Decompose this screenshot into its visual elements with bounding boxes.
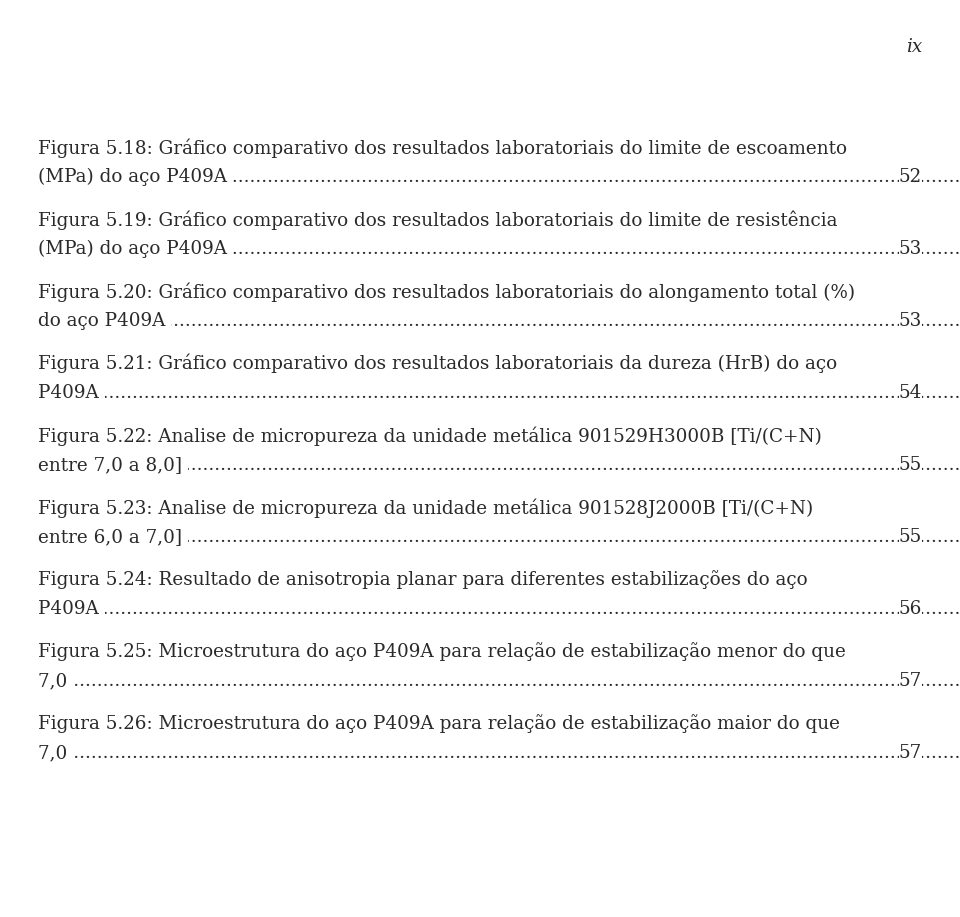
Text: ................................................................................: ........................................… xyxy=(38,168,960,186)
Text: (MPa) do aço P409A: (MPa) do aço P409A xyxy=(38,240,233,259)
Text: Figura 5.20: Gráfico comparativo dos resultados laboratoriais do alongamento tot: Figura 5.20: Gráfico comparativo dos res… xyxy=(38,282,855,302)
Text: 7,0: 7,0 xyxy=(38,672,73,690)
Text: 7,0: 7,0 xyxy=(38,744,73,762)
Text: (MPa) do aço P409A: (MPa) do aço P409A xyxy=(38,168,233,186)
Text: ................................................................................: ........................................… xyxy=(38,456,960,474)
Text: ................................................................................: ........................................… xyxy=(38,312,960,330)
Text: ................................................................................: ........................................… xyxy=(38,384,960,402)
Text: Figura 5.19: Gráfico comparativo dos resultados laboratoriais do limite de resis: Figura 5.19: Gráfico comparativo dos res… xyxy=(38,210,837,229)
Text: ................................................................................: ........................................… xyxy=(38,744,960,762)
Text: Figura 5.22: Analise de micropureza da unidade metálica 901529H3000B [Ti/(C+N): Figura 5.22: Analise de micropureza da u… xyxy=(38,426,822,446)
Text: 54: 54 xyxy=(899,384,922,402)
Text: 56: 56 xyxy=(899,600,922,618)
Text: 57: 57 xyxy=(899,672,922,690)
Text: Figura 5.18: Gráfico comparativo dos resultados laboratoriais do limite de escoa: Figura 5.18: Gráfico comparativo dos res… xyxy=(38,138,847,158)
Text: Figura 5.26: Microestrutura do aço P409A para relação de estabilização maior do : Figura 5.26: Microestrutura do aço P409A… xyxy=(38,714,840,733)
Text: ................................................................................: ........................................… xyxy=(38,672,960,690)
Text: ................................................................................: ........................................… xyxy=(38,240,960,258)
Text: entre 6,0 a 7,0]: entre 6,0 a 7,0] xyxy=(38,528,188,546)
Text: 52: 52 xyxy=(899,168,922,186)
Text: ix: ix xyxy=(905,38,922,56)
Text: 55: 55 xyxy=(899,528,922,546)
Text: P409A: P409A xyxy=(38,600,105,618)
Text: do aço P409A: do aço P409A xyxy=(38,312,171,330)
Text: entre 7,0 a 8,0]: entre 7,0 a 8,0] xyxy=(38,456,188,474)
Text: 53: 53 xyxy=(899,312,922,330)
Text: Figura 5.25: Microestrutura do aço P409A para relação de estabilização menor do : Figura 5.25: Microestrutura do aço P409A… xyxy=(38,642,846,661)
Text: Figura 5.23: Analise de micropureza da unidade metálica 901528J2000B [Ti/(C+N): Figura 5.23: Analise de micropureza da u… xyxy=(38,498,813,517)
Text: 57: 57 xyxy=(899,744,922,762)
Text: Figura 5.24: Resultado de anisotropia planar para diferentes estabilizações do a: Figura 5.24: Resultado de anisotropia pl… xyxy=(38,570,807,589)
Text: P409A: P409A xyxy=(38,384,105,402)
Text: Figura 5.21: Gráfico comparativo dos resultados laboratoriais da dureza (HrB) do: Figura 5.21: Gráfico comparativo dos res… xyxy=(38,354,837,373)
Text: ................................................................................: ........................................… xyxy=(38,528,960,546)
Text: 53: 53 xyxy=(899,240,922,258)
Text: ................................................................................: ........................................… xyxy=(38,600,960,618)
Text: 55: 55 xyxy=(899,456,922,474)
